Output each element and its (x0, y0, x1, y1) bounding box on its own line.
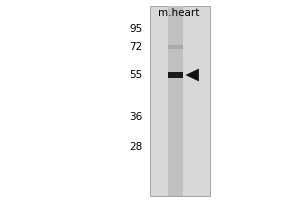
Bar (168, 45, 183, 49)
Text: 28: 28 (129, 142, 142, 152)
Text: 95: 95 (129, 24, 142, 34)
Bar (150, 6, 210, 196)
Text: 36: 36 (129, 112, 142, 122)
Bar (168, 6, 183, 196)
Text: m.heart: m.heart (158, 8, 199, 18)
Text: 72: 72 (129, 42, 142, 52)
Polygon shape (185, 69, 199, 81)
Text: 55: 55 (129, 70, 142, 80)
Bar (168, 72, 183, 78)
